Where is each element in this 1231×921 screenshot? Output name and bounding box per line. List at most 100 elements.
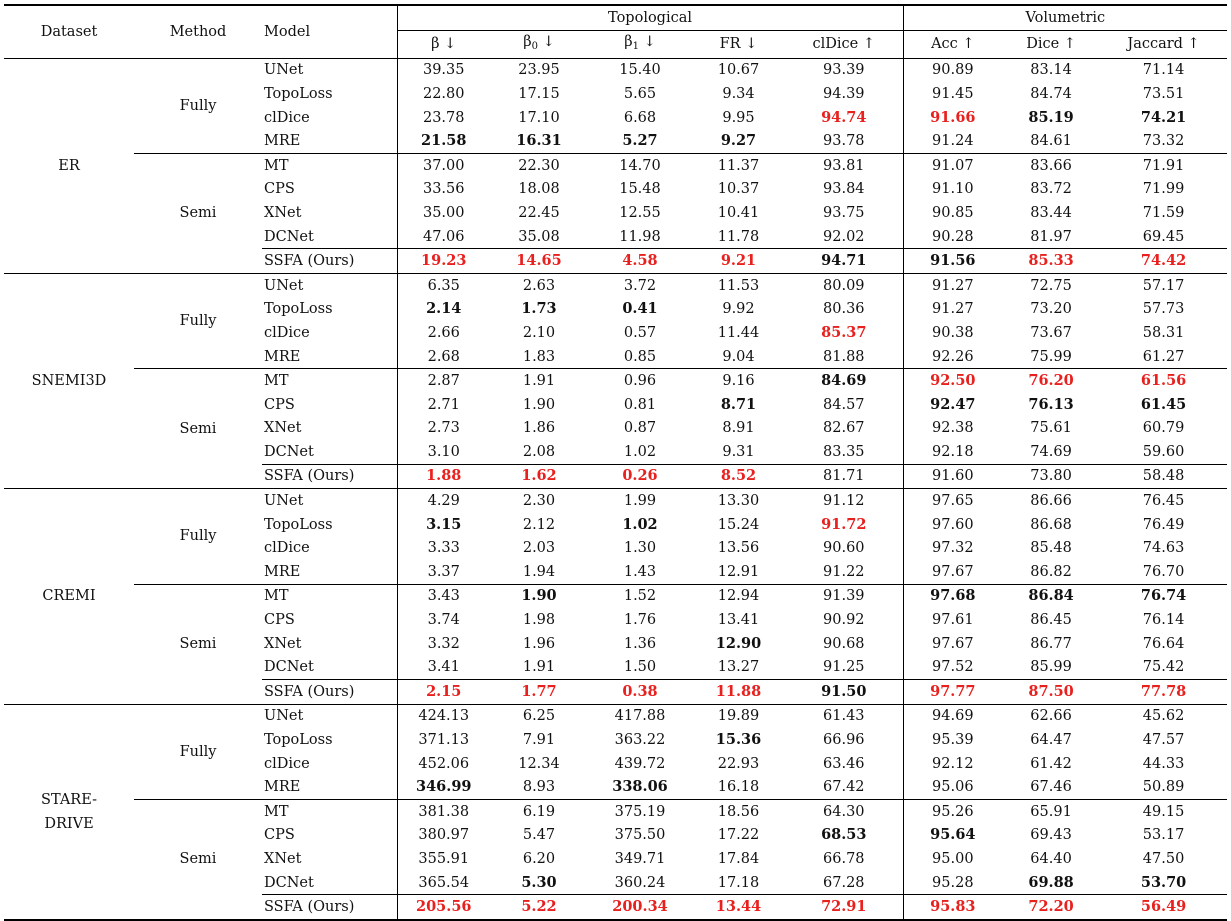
metric-value: 1.96 — [522, 635, 556, 652]
metric-value: 91.66 — [930, 108, 976, 126]
metric-value: 12.94 — [692, 583, 785, 609]
metric-value: 74.69 — [1030, 443, 1072, 460]
metric-value: 375.50 — [614, 827, 666, 844]
metric-value: 97.32 — [932, 540, 974, 557]
metric-value: 72.20 — [1002, 894, 1101, 921]
metric-value: 87.50 — [1002, 679, 1101, 705]
table-row: CREMI Fully UNet 4.29 2.30 1.99 13.30 91.12 97.6… — [4, 488, 1228, 604]
metric-value: 17.18 — [717, 874, 760, 891]
metric-value: 53.17 — [1142, 827, 1185, 844]
metric-value: 83.66 — [1002, 152, 1101, 178]
header-metric: Dice ↑ — [1002, 30, 1101, 59]
metric-value: 9.16 — [692, 368, 785, 393]
metric-value: 80.09 — [785, 273, 904, 298]
metric-value: 53.70 — [1140, 873, 1187, 891]
metric-value: 76.70 — [1142, 563, 1185, 580]
metric-value: 85.19 — [1028, 108, 1074, 126]
metric-value: 66.96 — [785, 728, 904, 752]
metric-value: 10.37 — [717, 181, 760, 198]
metric-value: 1.83 — [522, 348, 556, 365]
metric-value: 12.91 — [717, 563, 760, 580]
metric-value: 90.28 — [932, 228, 974, 245]
metric-value: 15.36 — [715, 731, 762, 749]
metric-value: 92.47 — [930, 395, 976, 413]
dataset-name: CREMI — [42, 588, 96, 605]
metric-value: 2.12 — [522, 516, 556, 533]
metric-value: 6.19 — [490, 798, 588, 824]
model-name: UNet — [262, 704, 398, 729]
method-name: Fully — [179, 743, 217, 760]
dataset-name: SNEMI3D — [31, 373, 107, 390]
header-metric: Jaccard ↑ — [1100, 30, 1228, 59]
header-metric: β0 ↓ — [490, 30, 588, 59]
method-name: Semi — [134, 368, 262, 489]
metric-value: 97.65 — [932, 493, 974, 510]
metric-value: 44.33 — [1142, 755, 1185, 772]
metric-value: 91.27 — [932, 277, 974, 294]
metric-value: 81.88 — [785, 344, 904, 369]
results-body: ER Fully UNet 39.35 23.95 15.40 10.67 93.39 90.8… — [4, 58, 1228, 921]
header-model: Model — [262, 5, 398, 59]
metric-value: 3.74 — [427, 612, 460, 629]
metric-value: 76.20 — [1002, 368, 1101, 393]
method-name: Fully — [179, 313, 217, 330]
metric-value: 15.40 — [619, 62, 661, 79]
metric-value: 67.46 — [1030, 779, 1072, 796]
metric-value: 2.87 — [397, 368, 490, 393]
table-row: XNet 3.32 1.96 1.36 12.90 90.68 97.67 86.77 76.6… — [4, 631, 1227, 656]
table-row: MRE 346.99 8.93 338.06 16.18 67.42 95.06 67.46 5… — [4, 775, 1227, 800]
metric-value: 2.30 — [522, 493, 556, 510]
metric-value: 91.07 — [903, 152, 1003, 178]
table-row: XNet 35.00 22.45 12.55 10.41 93.75 90.85 83.44 7… — [4, 201, 1227, 225]
metric-value: 2.63 — [522, 277, 556, 294]
metric-value: 1.77 — [490, 679, 588, 705]
dataset-name: STARE- DRIVE — [4, 704, 134, 921]
metric-value: 93.81 — [785, 152, 904, 178]
table-row: ER Fully UNet 39.35 23.95 15.40 10.67 93.39 90.8… — [4, 58, 1227, 174]
metric-value: 21.58 — [421, 132, 467, 150]
metric-value: 19.23 — [397, 248, 490, 274]
model-name: XNet — [262, 201, 398, 225]
metric-value: 45.62 — [1142, 708, 1185, 725]
model-name: clDice — [262, 536, 398, 561]
metric-value: 0.41 — [622, 300, 658, 318]
metric-value: 1.52 — [588, 583, 692, 609]
table-row: SNEMI3D Fully UNet 6.35 2.63 3.72 11.53 80.09 91… — [4, 273, 1228, 389]
model-name: clDice — [262, 105, 398, 130]
metric-value: 2.08 — [522, 443, 556, 460]
table-row: CPS 3.74 1.98 1.76 13.41 90.92 97.61 86.45 76.14 — [4, 608, 1227, 632]
table-row: TopoLoss 22.80 17.15 5.65 9.34 94.39 91.45 84.7… — [4, 82, 1227, 106]
metric-value: 85.99 — [1030, 659, 1072, 676]
header-volumetric: Volumetric — [903, 5, 1228, 31]
metric-value: 5.22 — [490, 894, 588, 921]
metric-value: 76.64 — [1142, 635, 1185, 652]
metric-value: 91.50 — [785, 679, 904, 705]
metric-value: 75.61 — [1030, 420, 1072, 437]
metric-value: 10.41 — [717, 204, 760, 221]
table-row: XNet 355.91 6.20 349.71 17.84 66.78 95.00 64.40… — [4, 847, 1227, 871]
metric-value: 1.90 — [490, 583, 588, 609]
metric-value: 7.91 — [522, 732, 556, 749]
metric-value: 2.68 — [427, 348, 460, 365]
metric-value: 12.90 — [715, 634, 762, 652]
model-name: MRE — [262, 775, 398, 800]
header-method: Method — [134, 5, 262, 59]
metric-value: 5.65 — [623, 85, 657, 102]
metric-value: 9.31 — [722, 443, 755, 460]
metric-value: 66.78 — [785, 847, 904, 871]
metric-value: 59.60 — [1142, 443, 1185, 460]
model-name: UNet — [262, 488, 398, 513]
metric-value: 94.69 — [932, 708, 974, 725]
metric-value: 75.42 — [1142, 659, 1185, 676]
metric-value: 90.89 — [932, 62, 974, 79]
metric-value: 8.52 — [692, 463, 785, 489]
table-row: DCNet 3.41 1.91 1.50 13.27 91.25 97.52 85.99 75.… — [4, 655, 1227, 680]
metric-value: 452.06 — [418, 755, 470, 772]
metric-value: 84.61 — [1030, 133, 1072, 150]
metric-value: 50.89 — [1142, 779, 1185, 796]
metric-value: 86.82 — [1030, 563, 1072, 580]
table-row: MRE 21.58 16.31 5.27 9.27 93.78 91.24 84.61 73.3… — [4, 129, 1227, 154]
model-name: SSFA (Ours) — [262, 248, 398, 274]
metric-value: 1.36 — [623, 635, 657, 652]
metric-value: 85.33 — [1002, 248, 1101, 274]
